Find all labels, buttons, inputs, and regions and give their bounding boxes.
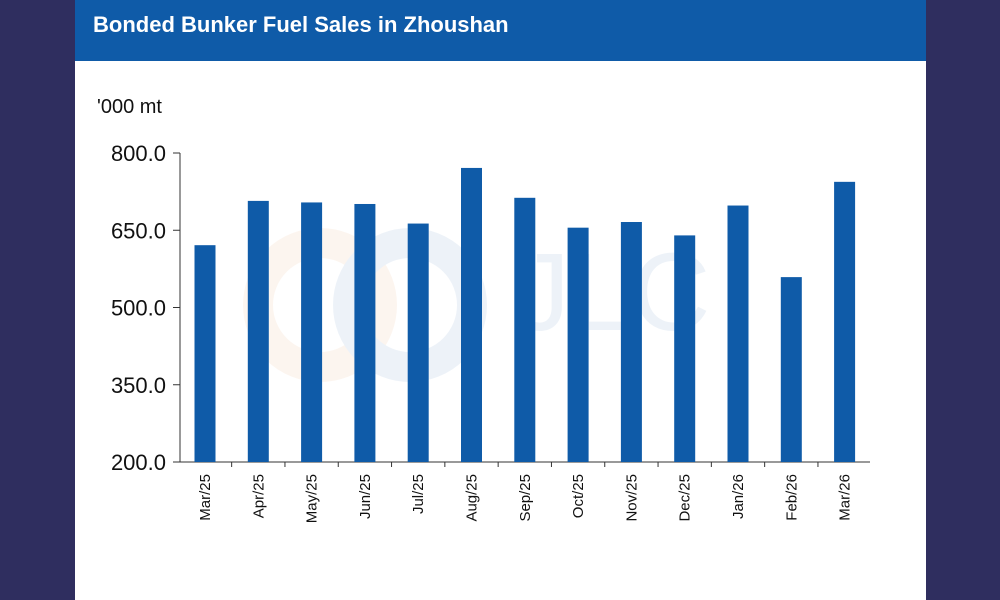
x-tick-label: Dec/25 bbox=[677, 474, 694, 522]
chart-card: Bonded Bunker Fuel Sales in Zhoushan '00… bbox=[75, 0, 926, 600]
x-tick-label: Sep/25 bbox=[517, 474, 534, 522]
chart-title: Bonded Bunker Fuel Sales in Zhoushan bbox=[93, 12, 509, 37]
x-tick-label: Aug/25 bbox=[464, 474, 481, 522]
bar bbox=[780, 277, 802, 462]
bar-chart: 200.0 350.0 500.0 650.0 800.0 Mar/25 Apr/25 May… bbox=[111, 141, 870, 523]
bar bbox=[461, 167, 482, 462]
x-tick-label: Mar/25 bbox=[197, 474, 214, 521]
bar bbox=[567, 227, 589, 462]
bar bbox=[354, 203, 376, 463]
title-bar: Bonded Bunker Fuel Sales in Zhoushan bbox=[75, 0, 926, 61]
bar bbox=[514, 197, 536, 462]
x-tick-label: Jul/25 bbox=[410, 474, 427, 514]
y-tick-label: 500.0 bbox=[111, 296, 166, 321]
y-tick-label: 800.0 bbox=[111, 141, 166, 166]
y-tick-label: 650.0 bbox=[111, 218, 166, 243]
bar bbox=[674, 235, 696, 462]
x-tick-label: Nov/25 bbox=[623, 474, 640, 522]
x-tick-label: Feb/26 bbox=[783, 474, 800, 521]
x-tick-label: Oct/25 bbox=[570, 474, 587, 518]
x-tick-label: May/25 bbox=[304, 474, 321, 523]
bar bbox=[301, 202, 323, 462]
bar bbox=[834, 181, 856, 462]
bar bbox=[727, 205, 749, 462]
bar bbox=[194, 245, 216, 462]
x-tick-label: Jun/25 bbox=[357, 474, 374, 519]
y-axis-unit-label: '000 mt bbox=[97, 96, 162, 118]
y-tick-label: 200.0 bbox=[111, 450, 166, 475]
x-tick-label: Apr/25 bbox=[250, 474, 267, 518]
x-tick-label: Mar/26 bbox=[837, 474, 854, 521]
bar bbox=[247, 200, 269, 462]
bar bbox=[407, 223, 429, 462]
y-tick-label: 350.0 bbox=[111, 373, 166, 398]
x-tick-label: Jan/26 bbox=[730, 474, 747, 519]
bar bbox=[620, 222, 642, 462]
